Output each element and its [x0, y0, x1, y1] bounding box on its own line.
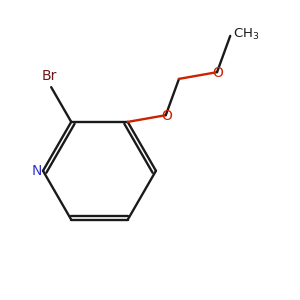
Text: O: O — [212, 66, 223, 80]
Text: N: N — [31, 164, 42, 178]
Text: CH$_3$: CH$_3$ — [233, 27, 260, 42]
Text: O: O — [161, 109, 172, 123]
Text: Br: Br — [42, 69, 57, 83]
